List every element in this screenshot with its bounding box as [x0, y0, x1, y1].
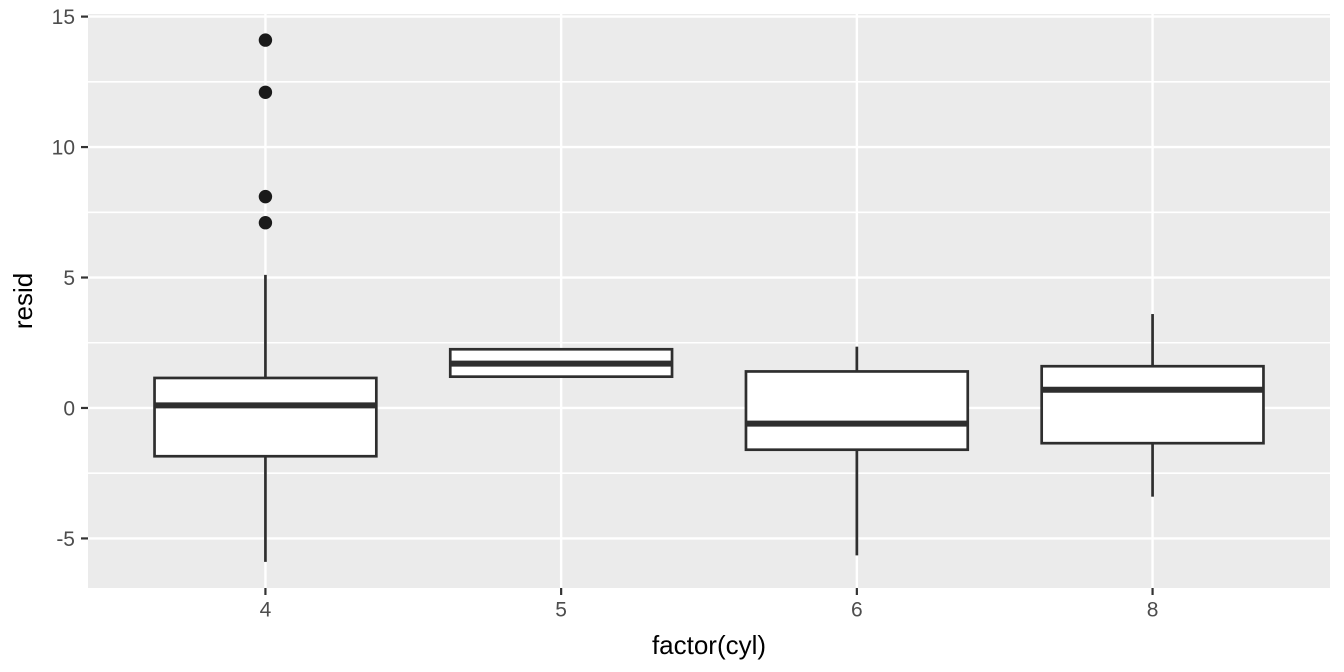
x-tick-label-8: 8 [1147, 599, 1159, 622]
x-tick-label-6: 6 [851, 599, 863, 622]
x-tick-label-5: 5 [555, 599, 567, 622]
outlier-point-4-8.1 [258, 189, 273, 204]
outlier-point-4-14.1 [258, 33, 273, 47]
boxplot-group-6 [744, 346, 970, 556]
x-axis-title: factor(cyl) [652, 630, 766, 660]
box-iqr-6 [744, 370, 970, 452]
box-iqr-4 [153, 376, 378, 458]
y-tick-label-10: 10 [52, 137, 75, 160]
x-tick-label-4: 4 [260, 599, 272, 622]
boxplot-group-4 [153, 33, 378, 562]
outlier-point-4-12.1 [258, 85, 273, 99]
y-axis-title: resid [8, 273, 38, 329]
plot-panel [88, 14, 1330, 588]
outlier-point-4-7.1 [258, 216, 273, 230]
y-tick-label-5: 5 [63, 267, 75, 290]
boxplot-group-5 [448, 347, 674, 379]
y-tick-label-15: 15 [52, 6, 75, 29]
y-tick-label--5: -5 [56, 528, 75, 551]
box-iqr-8 [1040, 364, 1265, 445]
boxplot-group-8 [1040, 314, 1265, 497]
y-tick-label-0: 0 [63, 397, 75, 420]
